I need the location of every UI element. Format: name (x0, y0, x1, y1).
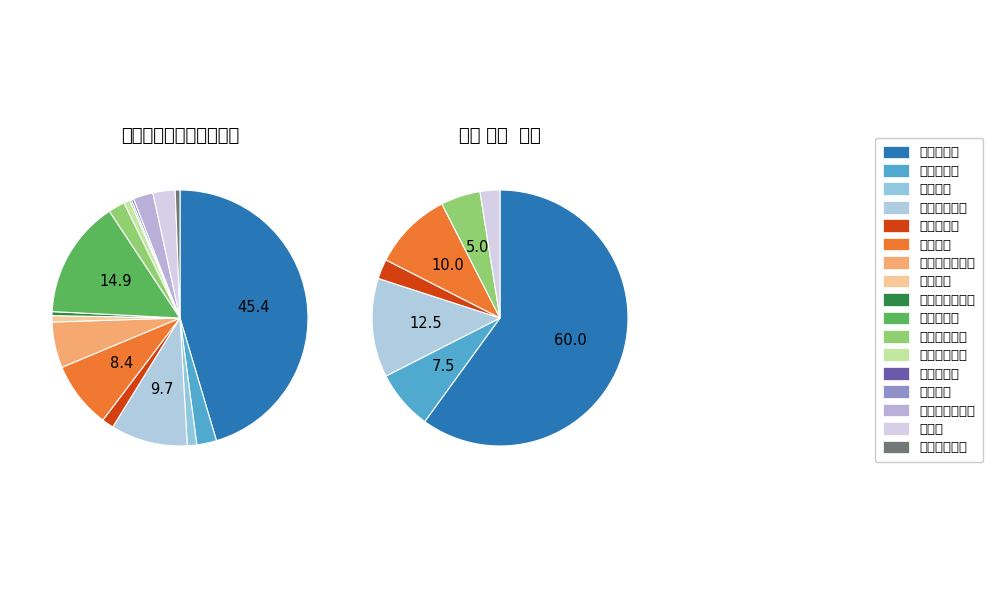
Text: 60.0: 60.0 (554, 334, 587, 349)
Wedge shape (425, 190, 628, 446)
Wedge shape (180, 318, 216, 445)
Wedge shape (175, 190, 180, 318)
Wedge shape (52, 316, 180, 322)
Text: 12.5: 12.5 (410, 316, 442, 331)
Title: 関根 大気  選手: 関根 大気 選手 (459, 127, 541, 145)
Wedge shape (103, 318, 180, 427)
Text: 7.5: 7.5 (432, 359, 455, 374)
Wedge shape (52, 311, 180, 318)
Wedge shape (109, 203, 180, 318)
Wedge shape (180, 318, 197, 446)
Wedge shape (52, 211, 180, 318)
Text: 10.0: 10.0 (431, 258, 464, 273)
Wedge shape (52, 318, 180, 367)
Wedge shape (131, 199, 180, 318)
Title: セ・リーグ全プレイヤー: セ・リーグ全プレイヤー (121, 127, 239, 145)
Text: 8.4: 8.4 (110, 356, 133, 371)
Wedge shape (378, 260, 500, 318)
Text: 5.0: 5.0 (465, 240, 489, 255)
Wedge shape (442, 191, 500, 318)
Wedge shape (372, 278, 500, 376)
Wedge shape (62, 318, 180, 420)
Wedge shape (480, 190, 500, 318)
Wedge shape (124, 200, 180, 318)
Wedge shape (153, 190, 180, 318)
Text: 9.7: 9.7 (150, 382, 173, 397)
Wedge shape (386, 204, 500, 318)
Wedge shape (113, 318, 187, 446)
Wedge shape (386, 318, 500, 422)
Text: 14.9: 14.9 (99, 274, 132, 289)
Legend: ストレート, ツーシーム, シュート, カットボール, スプリット, フォーク, チェンジアップ, シンカー, 高速スライダー, スライダー, 縦スライダー, : ストレート, ツーシーム, シュート, カットボール, スプリット, フォーク,… (875, 137, 983, 463)
Wedge shape (180, 190, 308, 440)
Wedge shape (130, 200, 180, 318)
Text: 45.4: 45.4 (237, 300, 270, 315)
Wedge shape (134, 193, 180, 318)
